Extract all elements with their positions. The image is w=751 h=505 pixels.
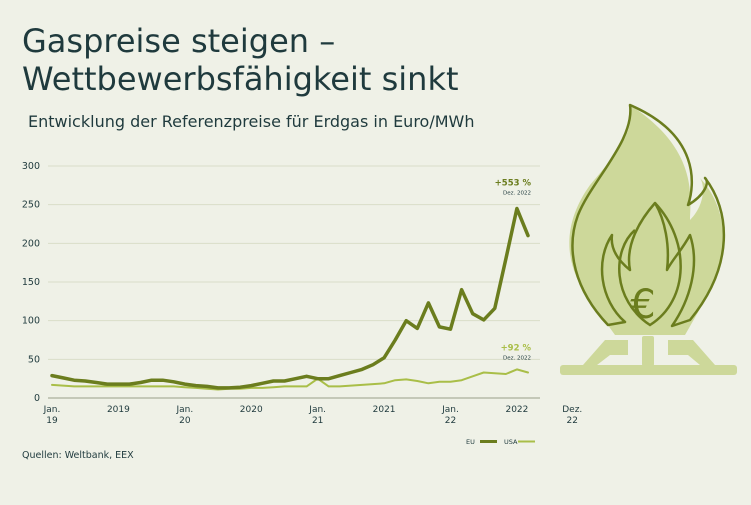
y-tick-label: 250 [22, 200, 40, 211]
x-tick-label: 2020 [240, 405, 263, 415]
x-tick-label: 20 [179, 416, 191, 426]
x-tick-label: Jan. [175, 405, 193, 415]
source-note: Quellen: Weltbank, EEX [22, 450, 134, 461]
x-tick-label: Jan. [43, 405, 61, 415]
y-axis-ticks: 0 50 100 150 200 250 300 [22, 161, 40, 404]
series-line-eu [50, 206, 530, 390]
title-line-2: Wettbewerbsfähigkeit sinkt [22, 60, 459, 98]
x-tick-label: 2019 [107, 405, 130, 415]
x-tick-label: 19 [46, 416, 58, 426]
series-lines [50, 206, 530, 391]
y-tick-label: 0 [34, 393, 40, 404]
x-tick-label: Jan. [308, 405, 326, 415]
legend-label: USA [504, 438, 518, 446]
legend-label: EU [466, 438, 475, 446]
x-tick-label: 2021 [373, 405, 396, 415]
y-tick-label: 150 [22, 277, 40, 288]
y-tick-label: 100 [22, 316, 40, 327]
flame-outer-shape [569, 105, 724, 335]
title-line-1: Gaspreise steigen – [22, 22, 336, 60]
series-annotations: +553 % Dez. 2022 +92 % Dez. 2022 [495, 179, 532, 362]
chart-subtitle: Entwicklung der Referenzpreise für Erdga… [28, 112, 475, 131]
x-tick-label: 21 [312, 416, 323, 426]
euro-symbol: € [630, 282, 655, 328]
burner-base [560, 365, 737, 375]
y-tick-label: 50 [28, 354, 40, 365]
x-tick-label: 2022 [505, 405, 528, 415]
annotation-value: +92 % [501, 343, 532, 353]
annotation-note: Dez. 2022 [503, 355, 531, 361]
chart-title: Gaspreise steigen – Wettbewerbsfähigkeit … [22, 22, 542, 98]
x-tick-label: 22 [445, 416, 456, 426]
legend: EU USA [466, 438, 535, 446]
x-tick-label: 22 [567, 416, 578, 426]
y-tick-label: 300 [22, 161, 40, 172]
y-tick-label: 200 [22, 238, 40, 249]
burner-left-support [583, 340, 628, 365]
burner-center-post [642, 336, 654, 366]
inner-flame-outline [618, 202, 682, 327]
burner-right-support [668, 340, 715, 365]
flame-outline [571, 103, 726, 328]
gas-flame-euro-icon: € [560, 103, 737, 375]
series-line-usa [51, 368, 529, 391]
grid-lines [48, 165, 540, 399]
x-tick-label: Dez. [562, 405, 582, 415]
annotation-note: Dez. 2022 [503, 191, 531, 197]
x-tick-label: Jan. [441, 405, 459, 415]
annotation-value: +553 % [495, 179, 532, 189]
